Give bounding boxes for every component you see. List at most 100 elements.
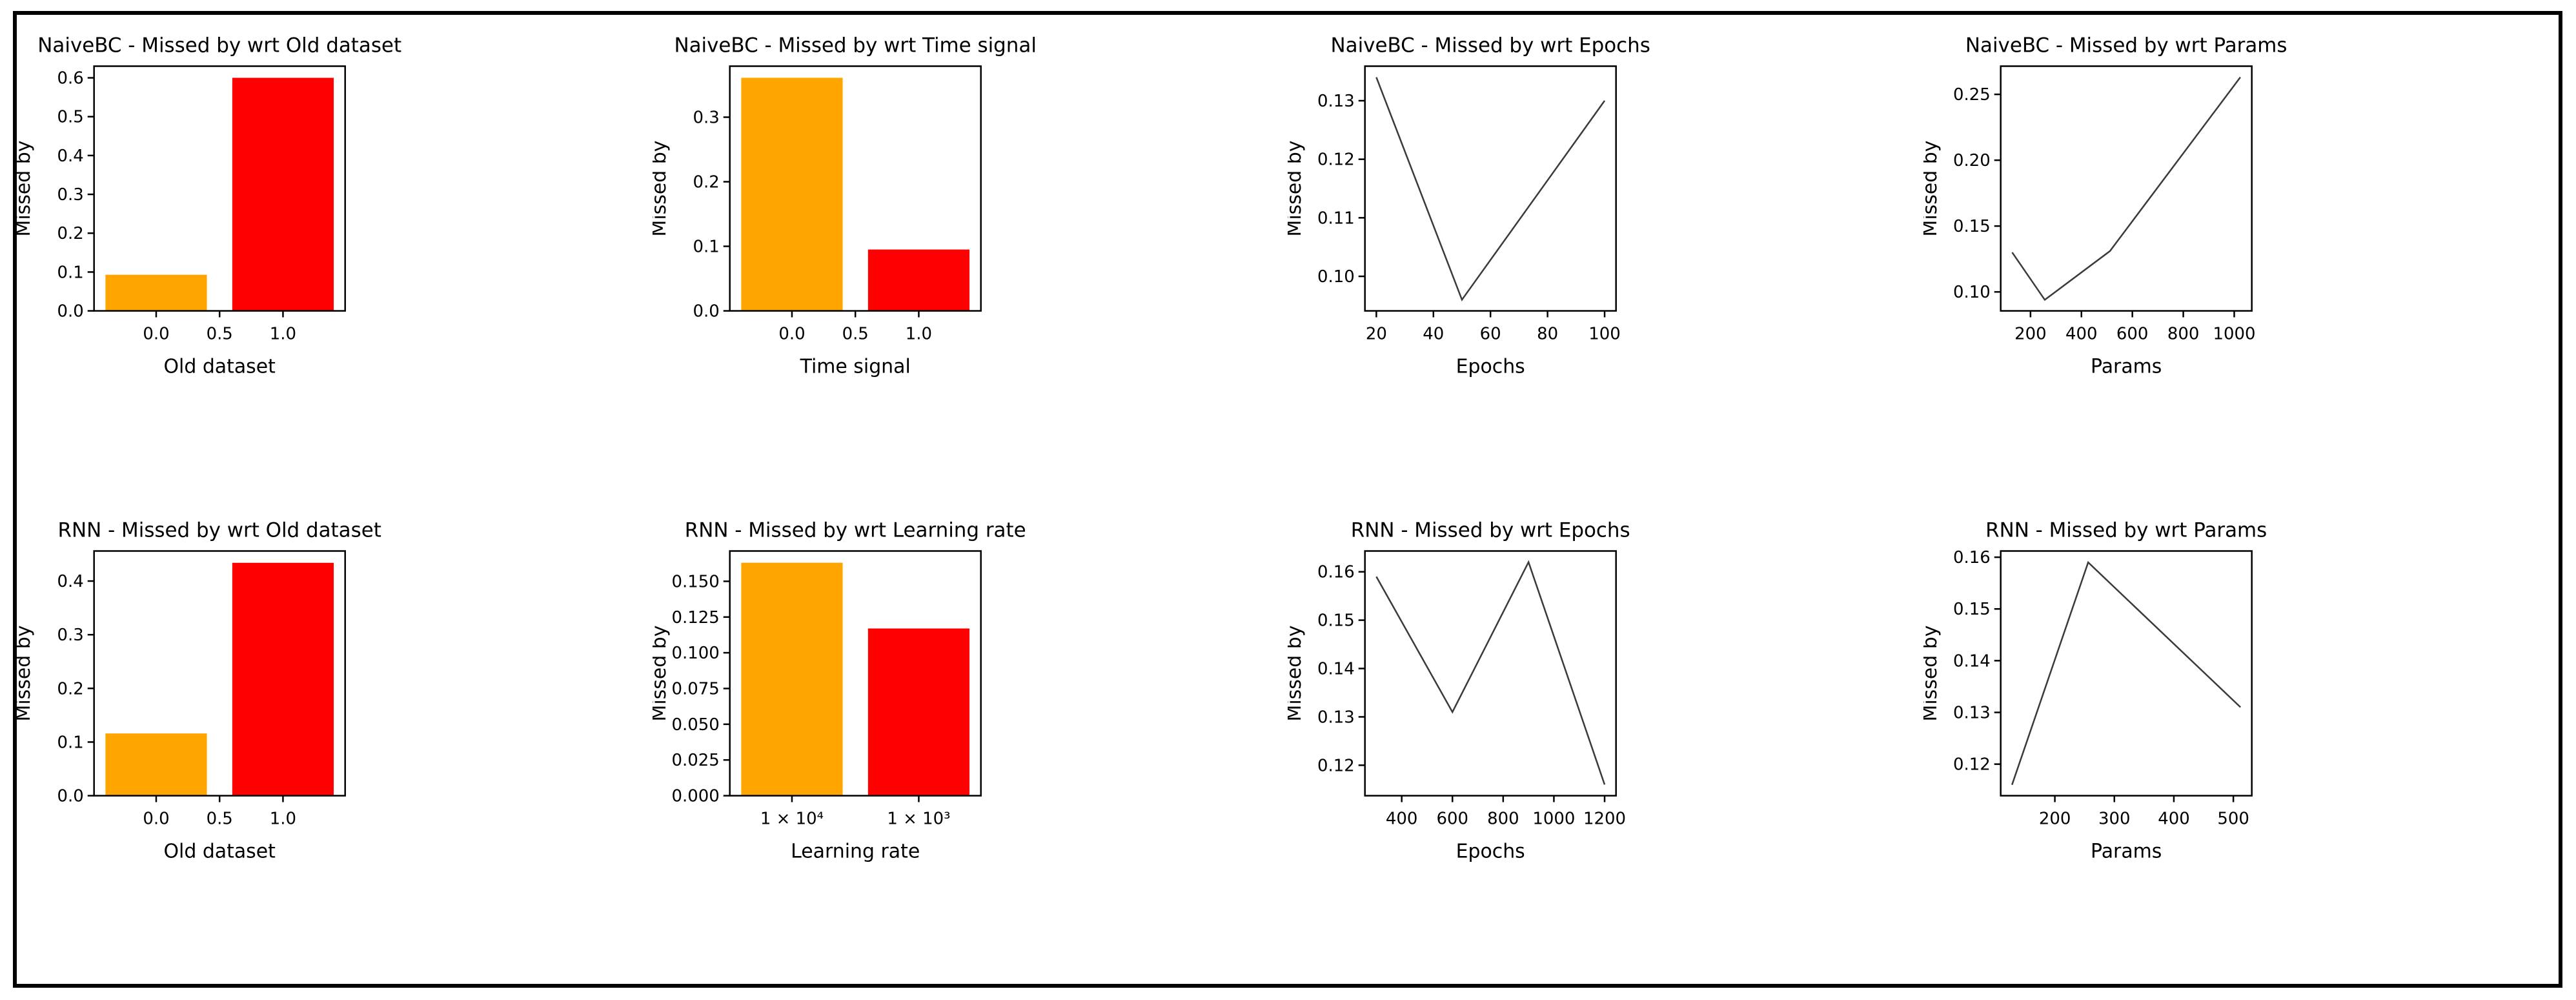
chart-title: RNN - Missed by wrt Epochs: [1351, 518, 1630, 542]
bar: [232, 77, 334, 311]
y-axis-label: Missed by: [17, 625, 35, 721]
y-axis-label: Missed by: [1923, 625, 1942, 721]
x-tick-label: 40: [1423, 324, 1444, 343]
bar: [105, 733, 207, 796]
chart-title: RNN - Missed by wrt Learning rate: [684, 518, 1026, 542]
y-tick-label: 0.5: [57, 108, 84, 127]
y-tick-label: 0.13: [1953, 703, 1991, 722]
y-tick-label: 0.0: [57, 302, 84, 321]
y-axis-label: Missed by: [1923, 141, 1942, 237]
bar: [740, 562, 843, 796]
y-tick-label: 0.050: [671, 715, 719, 734]
x-tick-label: 1.0: [270, 324, 296, 343]
y-tick-label: 0.13: [1317, 708, 1355, 727]
x-axis-label: Epochs: [1456, 355, 1525, 378]
chart-canvas-naivebc-time-signal: 0.0 0.5 1.0 0.0 0.1 0.2 0.3 NaiveBC - Missed by…: [653, 34, 1037, 378]
y-tick-label: 0.000: [671, 786, 719, 806]
x-tick-label: 1 × 10³: [887, 809, 950, 828]
chart-naivebc-params: 200 400 600 800 1000 0.10 0.15 0.20 0.25 NaiveBC …: [1923, 15, 2559, 500]
y-tick-label: 0.1: [57, 733, 84, 752]
y-tick-label: 0.125: [671, 607, 719, 627]
figure-outer-border: 0.0 0.5 1.0 0.0 0.1 0.2 0.3 0.4 0.5 0.6 NaiveBC - …: [13, 11, 2562, 988]
y-tick-label: 0.4: [57, 147, 84, 166]
y-tick-label: 0.3: [693, 108, 719, 127]
y-tick-label: 0.25: [1953, 85, 1991, 105]
x-tick-label: 600: [1437, 809, 1468, 828]
x-axis-label: Params: [2091, 840, 2162, 862]
axes-frame: [1364, 549, 1617, 797]
plot-area: [2000, 551, 2252, 796]
y-tick-label: 0.1: [693, 238, 719, 257]
x-tick-label: 200: [2014, 324, 2046, 343]
x-axis-label: Time signal: [799, 355, 910, 378]
x-tick-label: 0.5: [207, 809, 233, 828]
y-tick-label: 0.075: [671, 679, 719, 699]
axes-frame: [1999, 65, 2253, 312]
chart-canvas-rnn-old-dataset: 0.0 0.5 1.0 0.0 0.1 0.2 0.3 0.4 RNN - Missed by …: [17, 518, 381, 862]
x-tick-label: 400: [1386, 809, 1417, 828]
chart-title: NaiveBC - Missed by wrt Epochs: [1331, 34, 1650, 57]
x-tick-label: 20: [1366, 324, 1387, 343]
x-axis-label: Learning rate: [791, 840, 920, 862]
chart-rnn-learning-rate: 1 × 10⁴ 1 × 10³ 0.000 0.025 0.050 0.075 0.100 0…: [653, 500, 1288, 985]
y-tick-label: 0.0: [693, 302, 719, 321]
x-tick-label: 600: [2116, 324, 2147, 343]
x-tick-label: 0.5: [842, 324, 868, 343]
line-series: [2011, 76, 2241, 301]
bar: [105, 274, 207, 311]
y-tick-label: 0.15: [1317, 611, 1355, 630]
y-tick-label: 0.16: [1317, 562, 1355, 582]
y-tick-label: 0.3: [57, 626, 84, 645]
chart-naivebc-old-dataset: 0.0 0.5 1.0 0.0 0.1 0.2 0.3 0.4 0.5 0.6 NaiveBC - …: [17, 15, 653, 500]
x-tick-label: 200: [2038, 809, 2070, 828]
x-tick-label: 1000: [1532, 809, 1575, 828]
x-tick-label: 100: [1588, 324, 1620, 343]
x-tick-label: 400: [2158, 809, 2189, 828]
y-tick-label: 0.100: [671, 644, 719, 663]
chart-naivebc-time-signal: 0.0 0.5 1.0 0.0 0.1 0.2 0.3 NaiveBC - Missed by…: [653, 15, 1288, 500]
y-tick-label: 0.15: [1953, 600, 1991, 619]
line-series: [2011, 560, 2241, 785]
chart-rnn-params: 200 300 400 500 0.12 0.13 0.14 0.15 0.16 RNN - Mi…: [1923, 500, 2559, 985]
y-tick-label: 0.15: [1953, 217, 1991, 236]
y-tick-label: 0.025: [671, 751, 719, 770]
y-tick-label: 0.12: [1953, 755, 1991, 774]
x-tick-label: 1.0: [270, 809, 296, 828]
y-tick-label: 0.16: [1953, 548, 1991, 567]
x-tick-label: 0.0: [143, 809, 169, 828]
chart-title: NaiveBC - Missed by wrt Params: [1965, 34, 2287, 57]
axes-frame: [93, 549, 346, 797]
bar: [867, 628, 969, 796]
y-tick-label: 0.1: [57, 263, 84, 282]
chart-title: RNN - Missed by wrt Params: [1985, 518, 2267, 542]
y-axis-label: Missed by: [17, 141, 35, 237]
chart-rnn-old-dataset: 0.0 0.5 1.0 0.0 0.1 0.2 0.3 0.4 RNN - Missed by …: [17, 500, 653, 985]
bar: [232, 562, 334, 796]
y-tick-label: 0.13: [1317, 92, 1355, 111]
y-tick-label: 0.10: [1953, 283, 1991, 302]
x-tick-label: 0.0: [143, 324, 169, 343]
y-tick-label: 0.14: [1317, 659, 1355, 679]
chart-canvas-naivebc-old-dataset: 0.0 0.5 1.0 0.0 0.1 0.2 0.3 0.4 0.5 0.6 NaiveBC - …: [17, 34, 401, 378]
bar: [740, 77, 843, 311]
chart-canvas-rnn-params: 200 300 400 500 0.12 0.13 0.14 0.15 0.16 RNN - Mi…: [1923, 518, 2267, 862]
chart-canvas-rnn-epochs: 400 600 800 1000 1200 0.12 0.13 0.14 0.15 0.16 RNN…: [1288, 518, 1630, 862]
chart-rnn-epochs: 400 600 800 1000 1200 0.12 0.13 0.14 0.15 0.16 RNN…: [1288, 500, 1923, 985]
chart-canvas-naivebc-epochs: 20 40 60 80 100 0.10 0.11 0.12 0.13 NaiveBC - Mis…: [1288, 34, 1650, 378]
y-tick-label: 0.0: [57, 786, 84, 806]
plot-area: [1364, 551, 1616, 796]
y-tick-label: 0.20: [1953, 151, 1991, 170]
x-tick-label: 0.0: [778, 324, 805, 343]
x-tick-label: 1.0: [905, 324, 931, 343]
chart-canvas-naivebc-params: 200 400 600 800 1000 0.10 0.15 0.20 0.25 NaiveBC …: [1923, 34, 2287, 378]
x-axis-label: Params: [2091, 355, 2162, 378]
chart-grid: 0.0 0.5 1.0 0.0 0.1 0.2 0.3 0.4 0.5 0.6 NaiveBC - …: [17, 15, 2559, 984]
y-tick-label: 0.6: [57, 69, 84, 88]
y-axis-label: Missed by: [653, 625, 671, 721]
y-tick-label: 0.2: [57, 224, 84, 243]
y-tick-label: 0.2: [57, 679, 84, 699]
x-axis-label: Epochs: [1456, 840, 1525, 862]
plot-area: [1364, 66, 1616, 311]
y-axis-label: Missed by: [1288, 625, 1306, 721]
line-series: [1375, 77, 1606, 301]
